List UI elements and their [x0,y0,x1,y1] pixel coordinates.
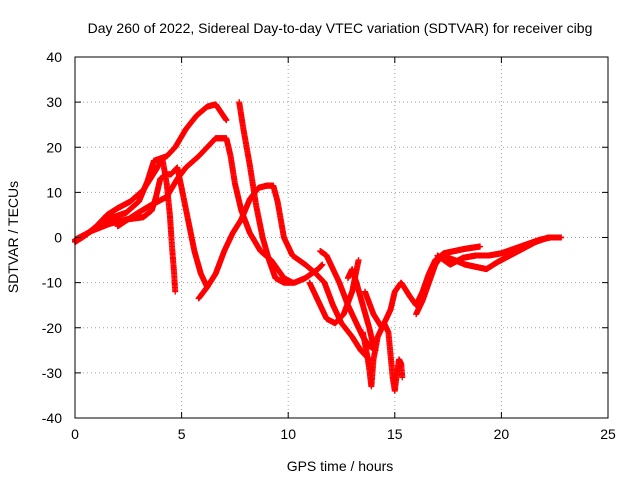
series-track-c [72,164,211,291]
x-tick-label: 15 [387,426,403,442]
data-point-marker [319,261,326,268]
data-point-marker [355,257,362,264]
data-point-marker [477,243,484,250]
y-axis-label: SDTVAR / TECUs [5,181,21,293]
x-tick-label: 20 [494,426,510,442]
x-axis-label: GPS time / hours [287,458,394,474]
y-tick-label: -20 [42,320,62,336]
y-tick-label: 10 [46,184,62,200]
data-point-marker [370,342,377,349]
series-track-m [344,266,377,349]
series-track-f [236,99,326,286]
data-point-marker [399,374,406,381]
axis-ticks: 0 5 10 15 20 25 -40 -30 -20 -10 0 10 20 30 40 [42,49,616,442]
data-points [72,99,565,394]
grid [75,57,608,418]
y-tick-label: -10 [42,275,62,291]
chart-title: Day 260 of 2022, Sidereal Day-to-day VTE… [88,20,593,36]
y-tick-label: 40 [46,49,62,65]
x-tick-label: 25 [600,426,616,442]
y-tick-label: 0 [54,230,62,246]
data-point-marker [558,234,565,241]
x-tick-label: 5 [178,426,186,442]
y-tick-label: -40 [42,410,62,426]
y-tick-label: 30 [46,94,62,110]
x-tick-label: 0 [71,426,79,442]
x-tick-label: 10 [280,426,296,442]
data-point-marker [172,288,179,295]
series-track-l [434,234,565,268]
data-point-marker [223,117,230,124]
y-tick-label: 20 [46,139,62,155]
y-tick-label: -30 [42,365,62,381]
